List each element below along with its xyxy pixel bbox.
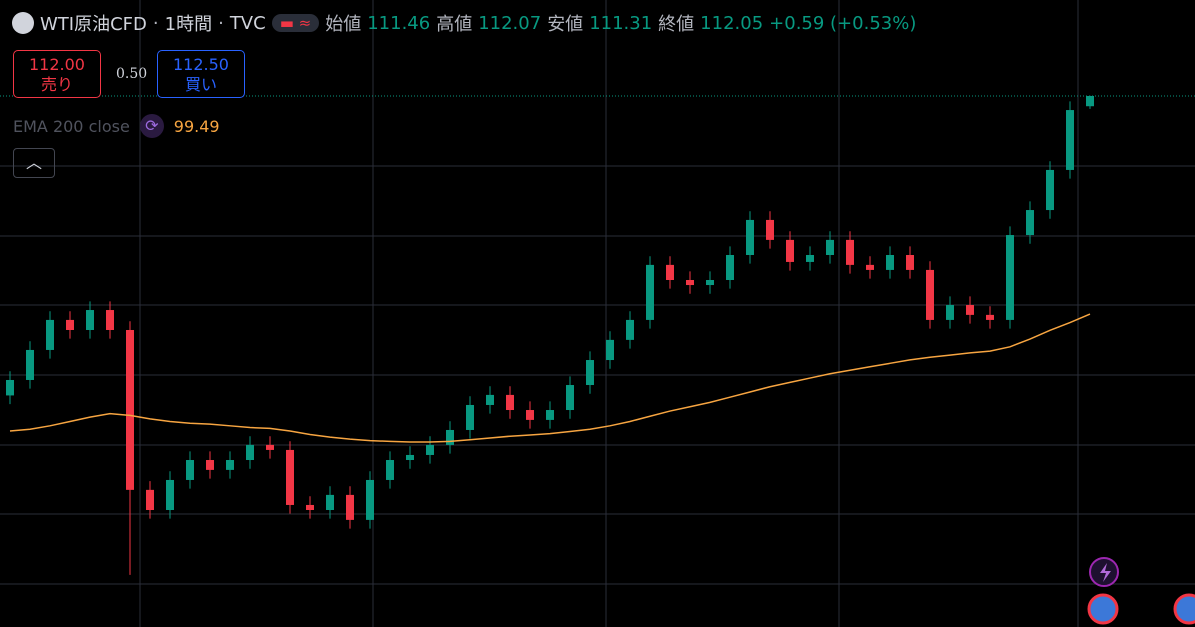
candle-body — [406, 454, 414, 461]
high-label: 高値 — [436, 14, 473, 35]
dot: · — [218, 12, 224, 34]
candle-body — [466, 404, 474, 430]
candle-body — [646, 264, 654, 320]
spread: 0.50 — [116, 66, 148, 82]
sell-label: 売り — [40, 75, 73, 94]
candle-body — [206, 460, 214, 470]
candle-body — [746, 219, 754, 256]
candle-body — [486, 394, 494, 405]
candle-body — [526, 410, 534, 420]
candle-body — [706, 279, 714, 286]
flag-icon[interactable] — [1087, 593, 1119, 625]
candle-body — [46, 319, 54, 350]
low-value: 111.31 — [589, 12, 653, 34]
symbol-icon — [12, 12, 34, 34]
candle-body — [126, 329, 134, 490]
header: WTI原油CFD · 1時間 · TVC ▬ ≈ 始値 111.46 高値 112.07… — [12, 10, 916, 36]
collapse-button[interactable]: ︿ — [13, 148, 55, 178]
candle-body — [966, 304, 974, 315]
open-value: 111.46 — [367, 12, 431, 34]
candle-body — [146, 489, 154, 511]
candle-body — [86, 310, 94, 330]
high-value: 112.07 — [478, 12, 542, 34]
candle-body — [66, 319, 74, 330]
interval[interactable]: 1時間 — [164, 14, 213, 35]
candle-body — [946, 304, 954, 320]
candle-body — [1046, 169, 1054, 211]
candle-body — [166, 479, 174, 511]
candle-body — [1086, 95, 1094, 107]
candle-body — [926, 269, 934, 320]
candle-body — [906, 255, 914, 270]
candle-body — [346, 494, 354, 520]
ema-legend: EMA 200 close ⟳ 99.49 — [13, 114, 220, 138]
candle-body — [986, 314, 994, 320]
sell-price: 112.00 — [29, 55, 85, 74]
candle-body — [766, 219, 774, 240]
candle-body — [226, 460, 234, 470]
source: TVC — [229, 12, 266, 34]
candle-body — [266, 444, 274, 450]
candle-body — [426, 444, 434, 455]
candle-body — [546, 410, 554, 420]
candle-body — [366, 479, 374, 520]
open-label: 始値 — [325, 14, 362, 35]
candle-body — [826, 239, 834, 256]
ema-icon[interactable]: ⟳ — [139, 114, 164, 138]
lightning — [1100, 563, 1111, 582]
dot: · — [152, 12, 159, 34]
candle-body — [1066, 110, 1074, 170]
candle-body — [866, 264, 874, 270]
candle-body — [846, 239, 854, 265]
buy-price: 112.50 — [173, 55, 229, 74]
candle-body — [506, 394, 514, 411]
buy-button[interactable]: 112.50 買い — [157, 50, 245, 98]
candle-body — [26, 349, 34, 380]
sell-button[interactable]: 112.00 売り — [13, 50, 101, 98]
candle-body — [306, 504, 314, 511]
candle-body — [6, 379, 14, 396]
candle-body — [106, 310, 114, 330]
candle-body — [626, 319, 634, 340]
candle-body — [326, 494, 334, 511]
candle-body — [286, 449, 294, 505]
candle-body — [606, 339, 614, 361]
candle-body — [386, 460, 394, 480]
close-label: 終値 — [658, 14, 695, 35]
ema-line — [9, 313, 1091, 443]
close-value: 112.05 — [700, 12, 764, 34]
candle-body — [786, 239, 794, 262]
candle-body — [1026, 210, 1034, 236]
candle-body — [1006, 235, 1014, 320]
ema-value: 99.49 — [173, 116, 220, 136]
candle-body — [666, 264, 674, 280]
candle-body — [566, 385, 574, 411]
candle-body — [586, 360, 594, 386]
candle-body — [186, 460, 194, 480]
flag-icon[interactable] — [1173, 593, 1195, 625]
candle-body — [246, 444, 254, 461]
low-label: 安値 — [547, 14, 584, 35]
candle-body — [446, 429, 454, 445]
candle-body — [886, 255, 894, 270]
ema-name[interactable]: EMA 200 close — [13, 116, 130, 136]
status-pill[interactable]: ▬ ≈ — [271, 14, 320, 32]
buy-label: 買い — [184, 75, 217, 94]
candle-body — [686, 279, 694, 286]
symbol[interactable]: WTI原油CFD — [40, 14, 147, 35]
change: +0.59 (+0.53%) — [769, 12, 917, 34]
candle-body — [726, 255, 734, 280]
candle-body — [806, 255, 814, 262]
